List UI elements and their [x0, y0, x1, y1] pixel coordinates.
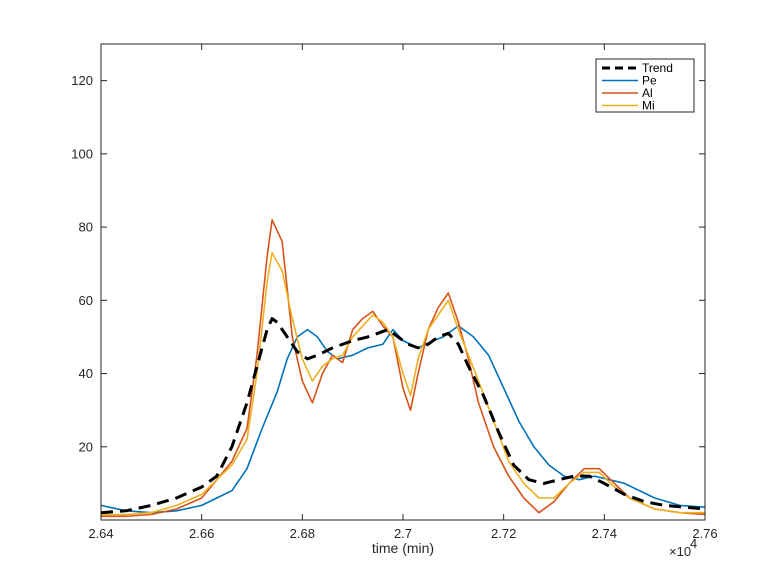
- ticks-layer: 2.64 2.66 2.68 2.7 2.72 2.74 2.76 20 40 60 80 100 12…: [71, 44, 718, 541]
- x-tick-label: 2.7: [394, 526, 412, 541]
- x-tick-label: 2.66: [189, 526, 214, 541]
- x-tick-label: 2.72: [491, 526, 516, 541]
- legend-label-trend: Trend: [642, 61, 673, 75]
- series-line-trend: [100, 317, 706, 515]
- x-tick-label: 2.64: [88, 526, 113, 541]
- series-line-mi: [101, 251, 705, 516]
- x-exponent-base: ×10: [669, 544, 691, 559]
- y-tick-label: 80: [79, 220, 93, 235]
- legend-label-al: Al: [642, 86, 653, 100]
- legend-box: [595, 58, 695, 113]
- y-tick-label: 100: [71, 146, 93, 161]
- legend-label-pe: Pe: [642, 74, 657, 88]
- series-layer: [100, 219, 706, 518]
- x-exponent-power: 4: [690, 536, 697, 551]
- x-tick-label: 2.74: [592, 526, 617, 541]
- x-tick-label: 2.68: [290, 526, 315, 541]
- legend-label-mi: Mi: [642, 99, 655, 113]
- y-tick-label: 120: [71, 73, 93, 88]
- y-tick-label: 20: [79, 439, 93, 454]
- x-axis-title: time (min): [372, 540, 434, 556]
- x-tick-label: 2.76: [692, 526, 717, 541]
- y-tick-label: 60: [79, 293, 93, 308]
- y-tick-label: 40: [79, 366, 93, 381]
